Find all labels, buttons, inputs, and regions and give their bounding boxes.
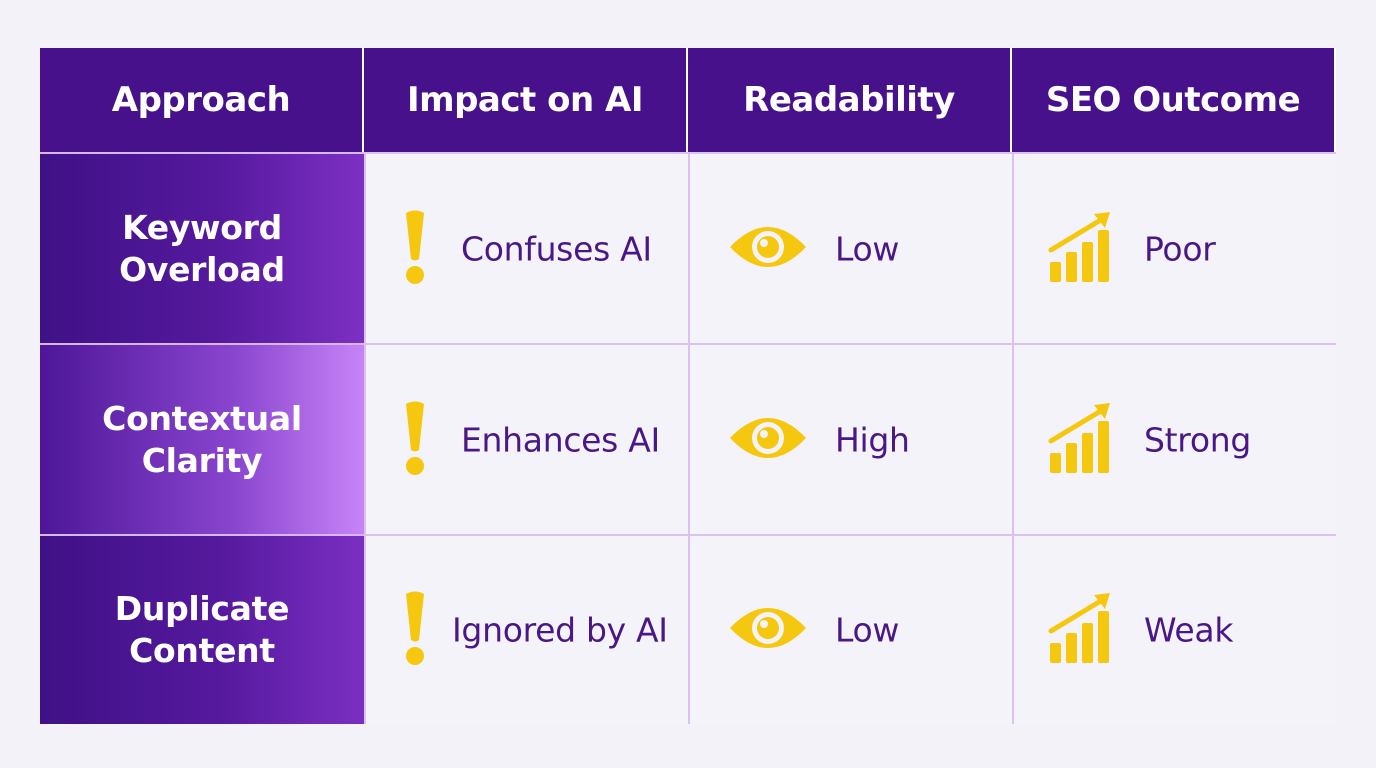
seo-cell: Weak [1012, 534, 1336, 724]
header-impact-on-ai: Impact on AI [364, 48, 688, 152]
seo-text: Strong [1144, 420, 1251, 459]
impact-cell: Ignored by AI [364, 534, 688, 724]
seo-text: Weak [1144, 610, 1234, 650]
exclamation-icon [402, 209, 428, 289]
approach-label: Contextual Clarity [102, 398, 302, 480]
impact-text: Enhances AI [461, 420, 660, 459]
header-seo-outcome: SEO Outcome [1012, 48, 1336, 152]
readability-cell: Low [688, 152, 1012, 343]
readability-cell: Low [688, 534, 1012, 724]
growth-chart-icon [1048, 591, 1114, 669]
exclamation-icon [402, 590, 428, 670]
growth-chart-icon [1048, 210, 1114, 288]
readability-text: Low [835, 610, 900, 650]
eye-icon [728, 412, 808, 468]
approach-label: Keyword Overload [119, 207, 285, 289]
row-approach-duplicate-content: Duplicate Content [40, 534, 364, 724]
readability-text: Low [835, 229, 900, 268]
readability-text: High [835, 420, 910, 459]
growth-chart-icon [1048, 401, 1114, 479]
eye-icon [728, 602, 808, 658]
approach-label: Duplicate Content [114, 589, 290, 670]
impact-text: Confuses AI [461, 229, 652, 268]
header-approach: Approach [40, 48, 364, 152]
impact-cell: Enhances AI [364, 343, 688, 534]
impact-text: Ignored by AI [452, 610, 668, 650]
readability-cell: High [688, 343, 1012, 534]
seo-cell: Poor [1012, 152, 1336, 343]
seo-text: Poor [1144, 229, 1216, 268]
exclamation-icon [402, 400, 428, 480]
row-approach-contextual-clarity: Contextual Clarity [40, 343, 364, 534]
header-readability: Readability [688, 48, 1012, 152]
row-approach-keyword-overload: Keyword Overload [40, 152, 364, 343]
impact-cell: Confuses AI [364, 152, 688, 343]
eye-icon [728, 221, 808, 277]
comparison-table: Approach Impact on AI Readability SEO Ou… [40, 48, 1336, 724]
seo-cell: Strong [1012, 343, 1336, 534]
